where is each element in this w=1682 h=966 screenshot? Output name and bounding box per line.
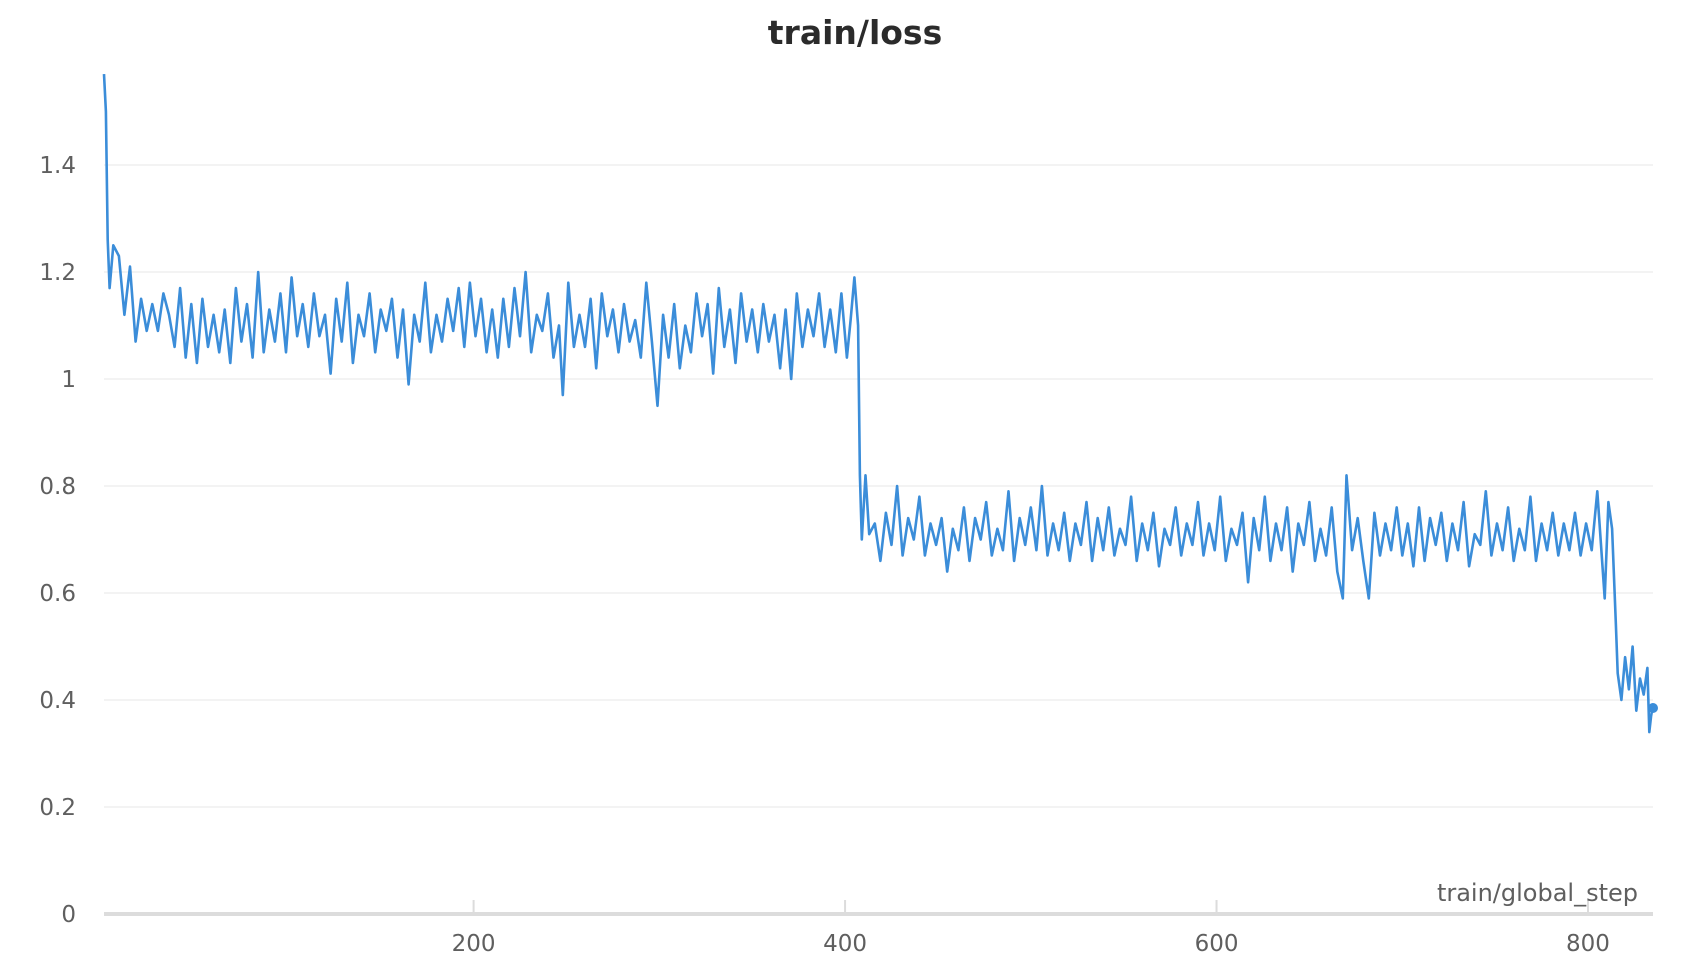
x-tick-label: 400 bbox=[823, 931, 867, 957]
y-tick-label: 1.2 bbox=[39, 260, 76, 286]
x-axis-ticks: 200 400 600 800 bbox=[452, 900, 1610, 957]
y-tick-label: 0.6 bbox=[39, 581, 76, 607]
chart-title: train/loss bbox=[768, 13, 942, 52]
x-tick-label: 800 bbox=[1566, 931, 1610, 957]
y-axis-ticks: 0 0.2 0.4 0.6 0.8 1 1.2 1.4 bbox=[39, 153, 76, 928]
y-tick-label: 1 bbox=[61, 367, 76, 393]
y-tick-label: 0.8 bbox=[39, 474, 76, 500]
y-tick-label: 0 bbox=[61, 902, 76, 928]
x-tick-label: 600 bbox=[1195, 931, 1239, 957]
y-tick-label: 0.4 bbox=[39, 688, 76, 714]
x-tick-label: 200 bbox=[452, 931, 496, 957]
y-tick-label: 0.2 bbox=[39, 795, 76, 821]
loss-series-line bbox=[102, 74, 1655, 734]
series-end-marker bbox=[1648, 703, 1658, 714]
x-axis-label: train/global_step bbox=[1437, 879, 1638, 907]
y-tick-label: 1.4 bbox=[39, 153, 76, 179]
grid-lines bbox=[104, 164, 1653, 808]
